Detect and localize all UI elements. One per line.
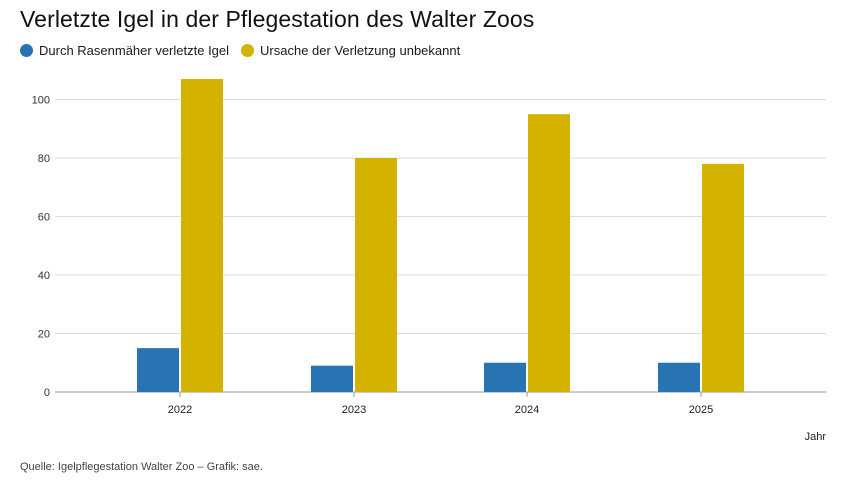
bar-chart: 0 20 40 60 80 100 2022 2023 2024 2025 Jahr [32, 79, 827, 443]
x-axis-label: Jahr [805, 431, 827, 443]
chart-legend: Durch Rasenmäher verletzte Igel Ursache … [20, 43, 472, 58]
y-tick-label: 80 [38, 153, 50, 165]
source-note: Quelle: Igelpflegestation Walter Zoo – G… [20, 461, 263, 473]
bar-unbekannt-2022 [181, 79, 223, 393]
legend-label-series-2: Ursache der Verletzung unbekannt [260, 43, 461, 58]
y-tick-label: 100 [32, 95, 50, 107]
legend-label-series-1: Durch Rasenmäher verletzte Igel [39, 43, 230, 58]
bar-rasenmaeher-2022 [137, 348, 179, 392]
y-tick-label: 60 [38, 212, 50, 224]
bar-rasenmaeher-2023 [311, 365, 353, 392]
legend-swatch-series-1 [20, 44, 33, 57]
bar-unbekannt-2023 [355, 158, 397, 392]
bar-unbekannt-2025 [702, 163, 744, 392]
bar-rasenmaeher-2024 [484, 362, 526, 392]
x-tick-label-2024: 2024 [515, 404, 539, 416]
legend-item-series-2: Ursache der Verletzung unbekannt [241, 43, 460, 58]
legend-swatch-series-2 [241, 44, 255, 57]
legend-item-series-1: Durch Rasenmäher verletzte Igel [20, 43, 229, 58]
y-tick-label: 40 [38, 270, 50, 282]
x-tick-label-2023: 2023 [342, 404, 366, 416]
y-tick-label: 20 [38, 329, 50, 341]
bar-rasenmaeher-2025 [658, 362, 700, 392]
x-tick-label-2022: 2022 [168, 404, 192, 416]
bar-unbekannt-2024 [528, 114, 570, 392]
x-tick-label-2025: 2025 [689, 404, 713, 416]
y-tick-label: 0 [44, 387, 50, 399]
chart-title: Verletzte Igel in der Pflegestation des … [20, 6, 535, 32]
